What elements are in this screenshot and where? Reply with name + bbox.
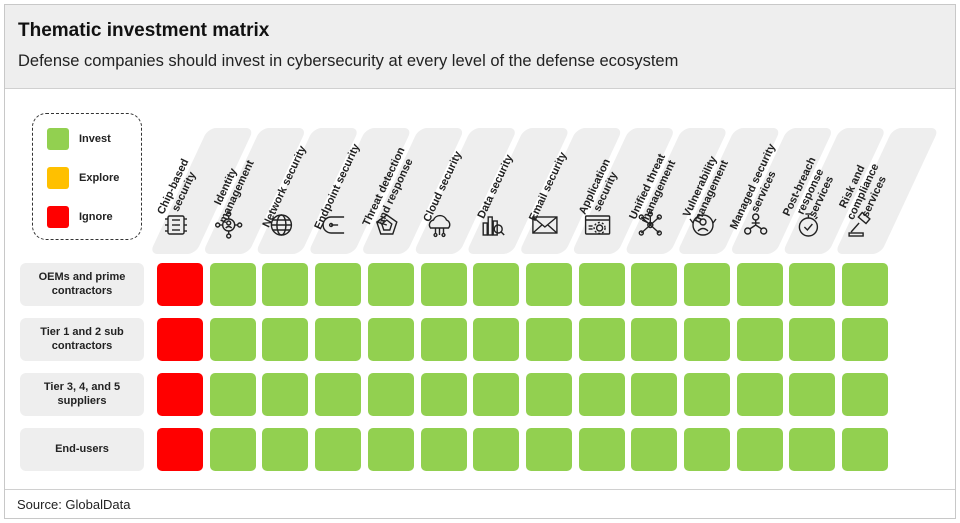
- matrix-cell-invest: [367, 373, 414, 416]
- matrix-cell-invest: [315, 263, 362, 306]
- matrix-cell-ignore: [157, 318, 203, 361]
- matrix-cell-invest: [420, 373, 467, 416]
- cloud-icon: [428, 214, 451, 238]
- matrix-cell-invest: [842, 373, 889, 416]
- matrix-cell-invest: [525, 428, 572, 471]
- matrix-cell-invest: [525, 318, 572, 361]
- app-window-icon: [584, 215, 611, 235]
- chart-frame: Thematic investment matrix Defense compa…: [4, 4, 956, 519]
- matrix-cell-invest: [367, 318, 414, 361]
- matrix-cell-invest: [789, 428, 836, 471]
- matrix-area: Chip-based security Identity management Netw…: [5, 90, 955, 488]
- matrix-cell-invest: [631, 428, 678, 471]
- chart-subtitle: Defense companies should invest in cyber…: [18, 52, 679, 70]
- matrix-cell-invest: [684, 318, 730, 361]
- data-icon: [482, 216, 505, 236]
- matrix-cell-invest: [578, 263, 625, 306]
- identity-icon: [214, 211, 243, 239]
- legend-swatch-invest: [47, 128, 69, 150]
- matrix-cell-invest: [262, 318, 309, 361]
- matrix-cell-invest: [209, 428, 256, 471]
- managed-services-icon: [744, 213, 768, 235]
- matrix-cell-invest: [525, 373, 572, 416]
- matrix-cell-ignore: [157, 428, 203, 471]
- matrix-cell-invest: [209, 373, 256, 416]
- legend-swatch-ignore: [47, 206, 69, 228]
- matrix-cell-invest: [631, 318, 678, 361]
- matrix-cell-invest: [262, 428, 309, 471]
- matrix-cell-invest: [631, 373, 678, 416]
- legend-item-ignore: Ignore: [47, 206, 113, 228]
- matrix-cell-invest: [209, 263, 256, 306]
- matrix-cell-invest: [789, 263, 836, 306]
- matrix-cell-invest: [789, 318, 836, 361]
- matrix-cell-invest: [420, 428, 467, 471]
- matrix-cell-invest: [420, 263, 467, 306]
- source-note: Source: GlobalData: [17, 497, 131, 512]
- network-nodes-icon: [638, 211, 662, 236]
- row-label: Tier 1 and 2 sub contractors: [20, 318, 144, 361]
- matrix-cell-invest: [842, 318, 889, 361]
- matrix-cell-invest: [473, 428, 520, 471]
- matrix-cell-invest: [315, 373, 362, 416]
- matrix-cell-invest: [842, 428, 889, 471]
- matrix-cell-invest: [420, 318, 467, 361]
- user-shield-icon: [689, 214, 717, 236]
- matrix-cell-invest: [262, 263, 309, 306]
- matrix-cell-ignore: [157, 263, 203, 306]
- matrix-cell-invest: [684, 428, 730, 471]
- matrix-cell-invest: [367, 263, 414, 306]
- matrix-cell-invest: [262, 373, 309, 416]
- legend-label-explore: Explore: [79, 172, 120, 184]
- legend: Invest Explore Ignore: [32, 113, 142, 240]
- chip-icon: [165, 215, 187, 235]
- row-label: OEMs and prime contractors: [20, 263, 144, 306]
- matrix-cell-ignore: [157, 373, 203, 416]
- stopwatch-icon: [798, 213, 819, 237]
- chart-header: Thematic investment matrix Defense compa…: [5, 5, 955, 89]
- matrix-cell-invest: [789, 373, 836, 416]
- radar-icon: [375, 214, 398, 235]
- matrix-cell-invest: [631, 263, 678, 306]
- matrix-cell-invest: [578, 318, 625, 361]
- matrix-cell-invest: [473, 318, 520, 361]
- endpoint-icon: [322, 216, 345, 234]
- row-label: End-users: [20, 428, 144, 471]
- chart-title: Thematic investment matrix: [18, 20, 270, 41]
- matrix-cell-invest: [684, 373, 730, 416]
- legend-label-ignore: Ignore: [79, 211, 113, 223]
- matrix-cell-invest: [736, 318, 783, 361]
- matrix-cell-invest: [578, 428, 625, 471]
- matrix-cell-invest: [578, 373, 625, 416]
- legend-item-explore: Explore: [47, 167, 119, 189]
- gavel-icon: [848, 211, 871, 237]
- legend-label-invest: Invest: [79, 133, 111, 145]
- matrix-cell-invest: [525, 263, 572, 306]
- matrix-cell-invest: [473, 373, 520, 416]
- matrix-cell-invest: [209, 318, 256, 361]
- legend-swatch-explore: [47, 167, 69, 189]
- matrix-cell-invest: [367, 428, 414, 471]
- matrix-cell-invest: [315, 428, 362, 471]
- legend-item-invest: Invest: [47, 128, 111, 150]
- email-icon: [532, 216, 558, 234]
- matrix-cell-invest: [736, 373, 783, 416]
- matrix-cell-invest: [315, 318, 362, 361]
- matrix-cell-invest: [684, 263, 730, 306]
- matrix-cell-invest: [736, 263, 783, 306]
- chart-footer: Source: GlobalData: [5, 489, 955, 518]
- matrix-cell-invest: [736, 428, 783, 471]
- row-label: Tier 3, 4, and 5 suppliers: [20, 373, 144, 416]
- matrix-cell-invest: [842, 263, 889, 306]
- globe-icon: [270, 214, 293, 236]
- matrix-cell-invest: [473, 263, 520, 306]
